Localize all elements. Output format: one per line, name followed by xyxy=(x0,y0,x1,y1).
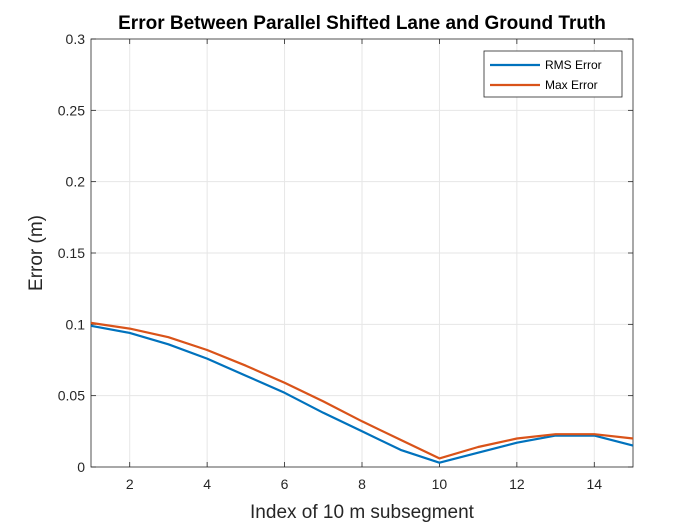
x-axis-label: Index of 10 m subsegment xyxy=(250,502,475,523)
y-tick-label: 0.25 xyxy=(58,102,85,118)
series-line-max-error xyxy=(90,321,634,460)
x-tick-label: 8 xyxy=(358,476,366,492)
legend-label-rms-error: RMS Error xyxy=(545,58,602,72)
x-tick-label: 6 xyxy=(281,476,289,492)
x-tick-label: 2 xyxy=(126,476,134,492)
legend-box xyxy=(483,50,623,98)
legend-label-max-error: Max Error xyxy=(545,78,598,92)
y-tick-label: 0.1 xyxy=(66,316,86,332)
chart-title: Error Between Parallel Shifted Lane and … xyxy=(118,13,606,34)
grid-lines xyxy=(91,39,633,467)
legend: RMS Error Max Error xyxy=(483,50,623,98)
y-tick-label: 0.05 xyxy=(58,388,85,404)
y-tick-label: 0.15 xyxy=(58,245,85,261)
y-tick-label: 0.3 xyxy=(66,31,86,47)
x-tick-label: 4 xyxy=(203,476,211,492)
axis-ticks: 2 4 6 8 10 12 14 0 0.05 0.1 0.15 0.2 0.25 0.3 xyxy=(58,31,633,492)
series-lines xyxy=(90,321,634,464)
y-tick-label: 0 xyxy=(77,459,85,475)
y-axis-label: Error (m) xyxy=(26,215,47,291)
x-tick-label: 12 xyxy=(509,476,525,492)
series-line-rms-error xyxy=(90,324,634,464)
x-tick-label: 14 xyxy=(586,476,602,492)
x-tick-label: 10 xyxy=(432,476,448,492)
y-tick-label: 0.2 xyxy=(66,174,86,190)
